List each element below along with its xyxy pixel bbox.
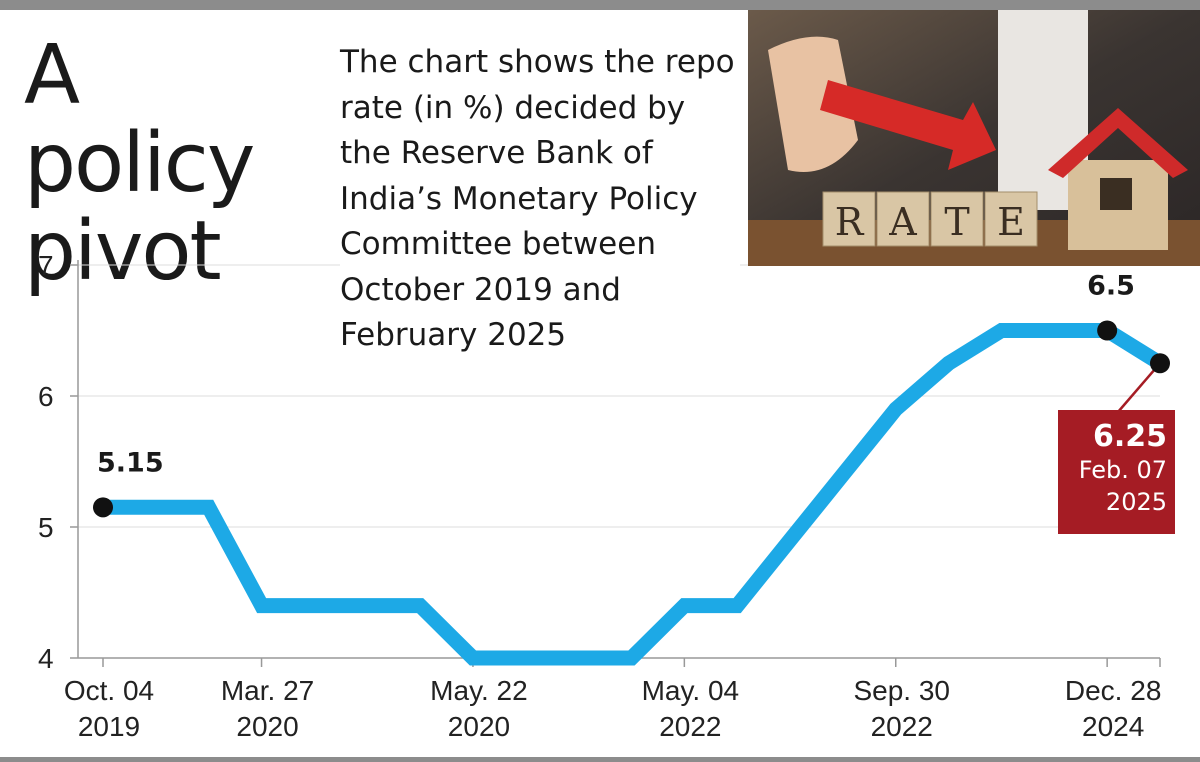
data-label-5.15: 5.15	[97, 447, 164, 478]
xtick-label-2-line1: May. 22	[430, 675, 528, 706]
xtick-label-5-line2: 2024	[1082, 711, 1144, 742]
page-title: A policy pivot	[24, 32, 324, 296]
top-rule	[0, 0, 1200, 10]
rate-house-photo: R A T E	[748, 10, 1200, 266]
xtick-label-3-line2: 2022	[659, 711, 721, 742]
red-arrow-icon	[820, 80, 996, 170]
latest-rate-callout: 6.25 Feb. 07 2025	[1058, 410, 1175, 534]
xtick-label-1-line1: Mar. 27	[221, 675, 314, 706]
xtick-label-4-line2: 2022	[871, 711, 933, 742]
ytick-label-5: 5	[38, 512, 54, 543]
xtick-label-0-line1: Oct. 04	[64, 675, 154, 706]
repo-rate-line	[103, 323, 1164, 666]
svg-text:T: T	[944, 200, 969, 244]
svg-text:R: R	[835, 200, 865, 244]
xtick-label-2-line2: 2020	[448, 711, 510, 742]
house-icon	[1048, 108, 1188, 250]
data-point-6.5	[1097, 320, 1118, 341]
ytick-label-4: 4	[38, 643, 54, 674]
ytick-label-7: 7	[38, 250, 54, 281]
xtick-label-0-line2: 2019	[78, 711, 140, 742]
data-point-6.25	[1150, 353, 1170, 374]
title-line-1: A policy	[24, 28, 255, 211]
ytick-label-6: 6	[38, 381, 54, 412]
callout-value: 6.25	[1092, 419, 1167, 454]
title-line-2: pivot	[24, 204, 222, 299]
bottom-rule	[0, 757, 1200, 762]
chart-description: The chart shows the repo rate (in %) dec…	[340, 40, 740, 359]
rate-blocks: R A T E	[822, 191, 1038, 247]
callout-date-line-1: Feb. 07	[1078, 456, 1167, 484]
data-point-5.15	[93, 497, 113, 518]
callout-date-line-2: 2025	[1105, 488, 1167, 516]
svg-text:A: A	[888, 200, 917, 244]
callout-connector	[1117, 362, 1161, 413]
xtick-label-3-line1: May. 04	[642, 675, 740, 706]
xtick-label-5-line1: Dec. 28	[1065, 675, 1162, 706]
xtick-label-4-line1: Sep. 30	[853, 675, 950, 706]
svg-text:E: E	[997, 200, 1025, 244]
data-label-6.5: 6.5	[1087, 271, 1135, 302]
xtick-label-1-line2: 2020	[236, 711, 298, 742]
hand-shape	[768, 36, 858, 173]
